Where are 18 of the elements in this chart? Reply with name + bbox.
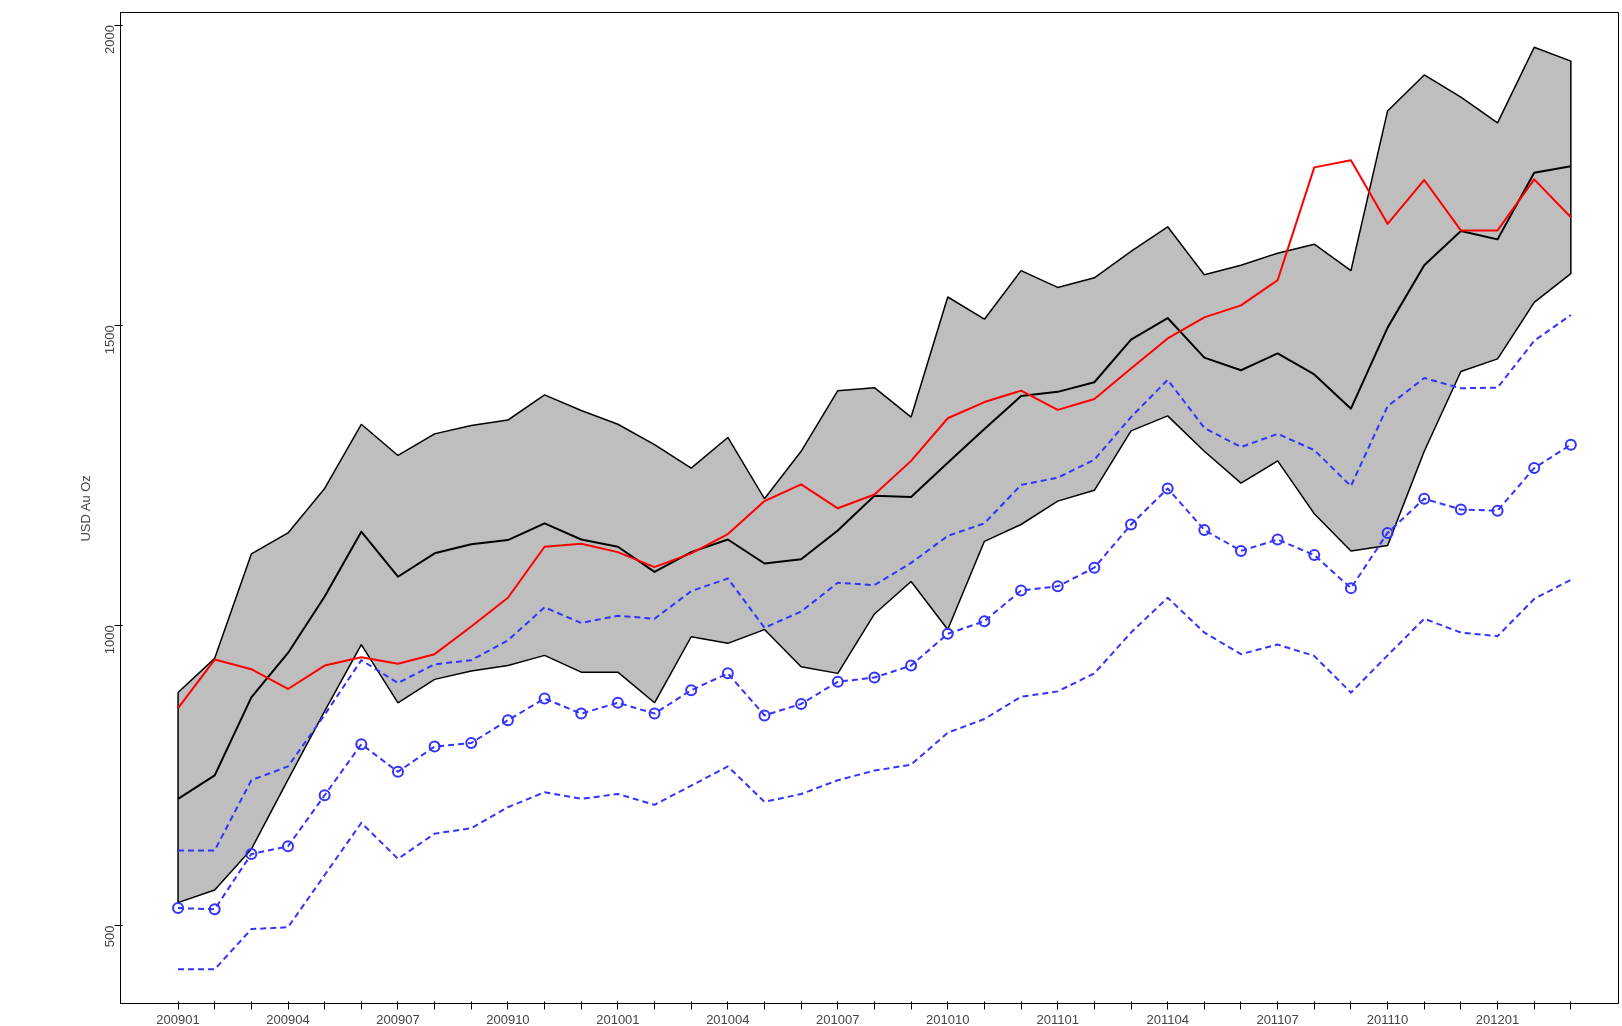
x-tick-label: 201104 [1146,1011,1189,1026]
x-tick-label: 200901 [156,1011,200,1026]
x-tick-label: 200904 [266,1011,310,1026]
x-tick-label: 201201 [1475,1011,1520,1026]
x-tick-label: 201110 [1366,1011,1409,1026]
x-tick-label: 201010 [926,1011,970,1026]
x-tick-label: 200907 [376,1011,420,1026]
x-tick-label: 200910 [486,1011,530,1026]
x-tick-label: 201004 [706,1011,750,1026]
y-tick-label: 500 [102,925,117,948]
x-tick-label: 201001 [596,1011,640,1026]
y-axis-title: USD Au Oz [77,475,93,542]
y-tick-label: 2000 [102,25,117,55]
y-tick-label: 1000 [102,625,117,655]
x-tick-label: 201107 [1256,1011,1299,1026]
y-tick-label: 1500 [102,325,117,355]
x-tick-label: 201007 [816,1011,860,1026]
x-tick-label: 201101 [1036,1011,1079,1026]
